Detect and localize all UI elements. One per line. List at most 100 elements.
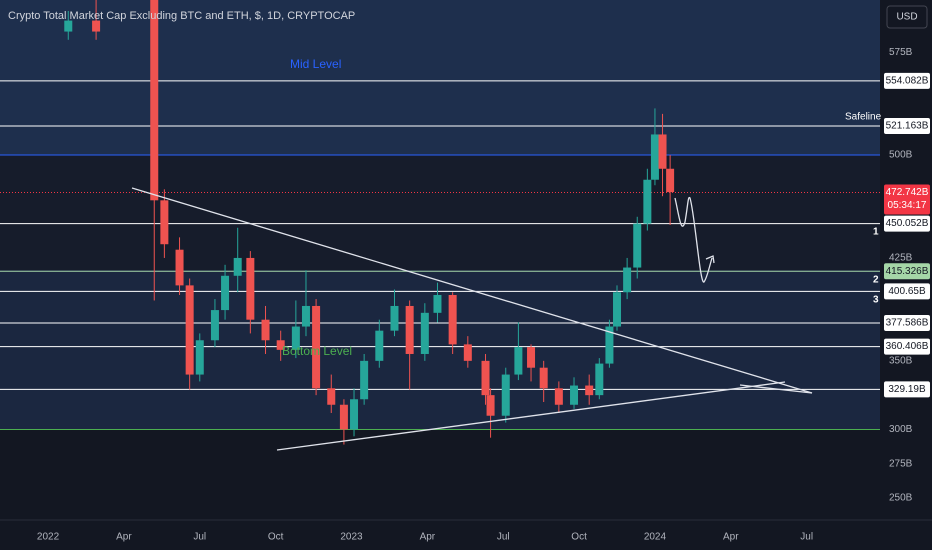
x-tick-label: 2024 — [644, 532, 667, 543]
trend-line — [276, 381, 786, 451]
candle-body — [481, 360, 490, 396]
candle-body — [658, 134, 667, 169]
level-label-box — [884, 338, 930, 355]
candle-body — [195, 340, 204, 375]
annotation: 2 — [873, 275, 879, 286]
candle-body — [643, 179, 652, 224]
candle-body — [613, 292, 622, 327]
y-tick-label: 275B — [889, 458, 913, 469]
annotation: Safeline — [845, 112, 882, 123]
level-label: 360.406B — [886, 341, 929, 352]
last-price-label: 472.742B — [886, 187, 929, 198]
y-tick-label: 350B — [889, 355, 913, 366]
level-label-box — [884, 215, 930, 232]
candle-body — [301, 305, 310, 327]
candle-body — [486, 395, 495, 416]
candle-body — [233, 257, 242, 276]
candle-body — [312, 305, 321, 389]
level-label-box — [884, 314, 930, 331]
x-tick-label: Apr — [723, 532, 739, 543]
level-label: 400.65B — [888, 286, 926, 297]
level-label: 377.586B — [886, 318, 929, 329]
candle-body — [360, 360, 369, 400]
annotation: Bottom Level — [282, 344, 352, 358]
trend-line — [131, 187, 813, 394]
candle-body — [327, 388, 336, 405]
annotation: 3 — [873, 295, 879, 306]
zone — [0, 155, 880, 270]
trend-line — [739, 384, 813, 394]
candle-body — [448, 294, 457, 345]
level-label: 521.163B — [886, 121, 929, 132]
x-tick-label: Apr — [420, 532, 436, 543]
candle-body — [570, 385, 579, 405]
candle-body — [539, 367, 548, 389]
candle-body — [527, 347, 536, 368]
candle-body — [261, 319, 270, 341]
candle-body — [405, 305, 414, 354]
y-tick-label: 575B — [889, 47, 913, 58]
drawings — [131, 187, 813, 451]
candle-body — [276, 340, 285, 350]
candle-body — [221, 275, 230, 311]
candle-body — [64, 20, 73, 32]
candle-body — [375, 330, 384, 361]
zone — [0, 270, 880, 430]
candle-body — [210, 310, 219, 341]
candle-body — [514, 347, 523, 375]
y-tick-label: 500B — [889, 150, 913, 161]
candle-body — [650, 134, 659, 180]
level-label-box — [884, 72, 930, 89]
candle-body — [463, 344, 472, 361]
x-tick-label: 2023 — [340, 532, 363, 543]
candle-body — [501, 374, 510, 416]
candle-body — [291, 326, 300, 350]
y-tick-label: 250B — [889, 493, 913, 504]
candle-body — [390, 305, 399, 331]
x-tick-label: Jul — [800, 532, 813, 543]
candle-body — [605, 326, 614, 364]
candle-body — [185, 285, 194, 375]
level-label: 329.19B — [888, 384, 926, 395]
currency-box[interactable] — [886, 5, 928, 29]
annotation: Mid Level — [290, 57, 341, 71]
x-tick-label: Apr — [116, 532, 132, 543]
y-tick-label: 425B — [889, 253, 913, 264]
x-tick-label: 2022 — [37, 532, 60, 543]
candle-body — [595, 363, 604, 396]
level-label: 450.052B — [886, 218, 929, 229]
level-label-box — [884, 263, 930, 280]
chart-title: Crypto Total Market Cap Excluding BTC an… — [8, 10, 355, 22]
last-price-box — [884, 184, 930, 215]
candle-body — [246, 257, 255, 320]
candle-body — [92, 20, 101, 32]
candle-body — [175, 249, 184, 286]
x-tick-label: Jul — [193, 532, 206, 543]
level-label-box — [884, 118, 930, 135]
x-tick-label: Jul — [497, 532, 510, 543]
candle-body — [350, 399, 359, 430]
candle-body — [150, 0, 159, 201]
y-tick-label: 300B — [889, 424, 913, 435]
time-axis — [0, 520, 932, 550]
currency[interactable]: USD — [896, 12, 917, 23]
candle-body — [433, 294, 442, 313]
level-label: 415.326B — [886, 266, 929, 277]
annotation: 1 — [873, 227, 879, 238]
candle-body — [633, 223, 642, 268]
candle-body — [666, 168, 675, 193]
candle-body — [554, 388, 563, 405]
x-tick-label: Oct — [268, 532, 284, 543]
countdown: 05:34:17 — [888, 200, 927, 211]
candle-body — [623, 267, 632, 293]
candle-body — [420, 312, 429, 354]
projection-arrow — [674, 196, 715, 283]
candle-body — [339, 404, 348, 430]
level-label: 554.082B — [886, 75, 929, 86]
candle-body — [585, 385, 594, 396]
zone — [0, 0, 880, 155]
level-label-box — [884, 283, 930, 300]
level-label-box — [884, 381, 930, 398]
x-tick-label: Oct — [571, 532, 587, 543]
